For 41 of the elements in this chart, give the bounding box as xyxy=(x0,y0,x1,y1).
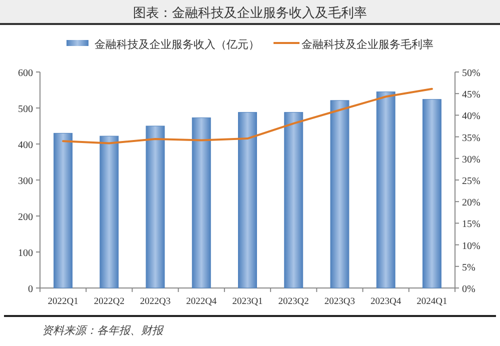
x-tick-label: 2023Q2 xyxy=(278,297,310,307)
x-tick-label: 2023Q3 xyxy=(324,297,356,307)
y2-tick-label: 5% xyxy=(462,262,476,274)
bar xyxy=(376,92,396,288)
y-tick-label: 500 xyxy=(18,104,33,115)
y2-tick-label: 50% xyxy=(462,68,480,79)
y-tick-label: 100 xyxy=(18,248,33,259)
x-tick-label: 2022Q4 xyxy=(186,297,217,307)
y2-tick-label: 15% xyxy=(462,219,480,230)
x-tick-label: 2022Q1 xyxy=(48,297,79,307)
y-tick-label: 200 xyxy=(18,212,33,223)
y-tick-label: 0 xyxy=(28,284,33,295)
y-tick-label: 600 xyxy=(18,68,33,79)
bar xyxy=(422,99,442,288)
bar xyxy=(238,112,257,288)
y2-tick-label: 40% xyxy=(462,111,480,122)
y-tick-label: 400 xyxy=(18,140,33,151)
y2-tick-label: 10% xyxy=(462,240,480,252)
bar xyxy=(284,112,304,288)
line-series xyxy=(62,88,433,144)
x-tick-label: 2022Q2 xyxy=(94,297,125,307)
y2-tick-label: 35% xyxy=(462,132,480,144)
bar xyxy=(54,132,73,288)
y2-tick-label: 25% xyxy=(462,176,480,187)
x-tick-label: 2022Q3 xyxy=(140,297,171,307)
text: 资料来源：各年报、财报 xyxy=(42,324,164,337)
bar xyxy=(100,136,119,288)
y-tick-label: 300 xyxy=(18,176,33,187)
x-tick-label: 2023Q1 xyxy=(232,297,264,307)
legend-label: 金融科技及企业服务收入（亿元） xyxy=(94,38,260,51)
legend-label: 金融科技及企业服务毛利率 xyxy=(302,38,434,51)
y2-tick-label: 0% xyxy=(462,284,476,295)
y2-tick-label: 45% xyxy=(462,90,480,101)
bar xyxy=(330,100,350,288)
x-tick-label: 2023Q4 xyxy=(370,297,402,307)
y2-tick-label: 30% xyxy=(462,154,480,166)
chart-title: 图表：金融科技及企业服务收入及毛利率 xyxy=(133,5,367,21)
bar xyxy=(146,126,165,288)
bar xyxy=(192,117,211,288)
x-tick-label: 2024Q1 xyxy=(416,297,448,307)
y2-tick-label: 20% xyxy=(462,198,480,209)
